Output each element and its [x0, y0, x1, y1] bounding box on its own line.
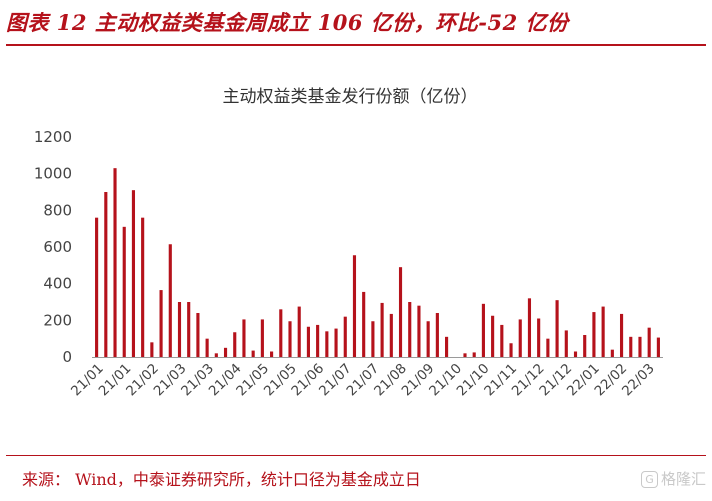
y-axis: 0 200 400 600 800 1000 1200 [34, 128, 72, 366]
y-tick-label: 800 [43, 201, 72, 219]
bar [527, 298, 532, 357]
bar [141, 217, 145, 357]
bar [177, 302, 182, 357]
bar [150, 342, 154, 357]
bar [417, 305, 421, 357]
bar [619, 313, 624, 357]
source-note: 来源： Wind，中泰证券研究所，统计口径为基金成立日 [22, 470, 421, 489]
bar [463, 353, 467, 357]
bar [159, 290, 163, 357]
bar [435, 313, 439, 357]
y-tick-label: 1000 [34, 165, 72, 183]
bar [610, 349, 614, 357]
bar [288, 321, 292, 357]
bar [260, 319, 264, 357]
y-tick-label: 400 [43, 275, 72, 293]
bar [518, 319, 522, 357]
bar [491, 315, 495, 357]
bar [279, 309, 283, 357]
source-rule [6, 455, 706, 456]
bar [371, 321, 375, 357]
bar [573, 351, 578, 357]
bar [537, 318, 541, 357]
bar [316, 324, 320, 357]
bar [647, 327, 651, 357]
bar [638, 336, 642, 357]
bar [389, 313, 393, 357]
bar [251, 350, 255, 357]
bar [205, 338, 209, 357]
x-axis: 21/0121/0121/0221/0321/0321/0421/0521/05… [68, 357, 663, 399]
bar [168, 244, 172, 357]
bar [509, 343, 513, 357]
y-tick-label: 600 [43, 238, 72, 256]
bar [398, 267, 403, 357]
bar [472, 352, 476, 357]
bar [564, 330, 568, 357]
bar [270, 351, 274, 357]
bar [426, 321, 430, 357]
bar [352, 255, 357, 357]
title-rule [6, 44, 706, 46]
watermark-logo-icon: G [640, 471, 658, 488]
bar [95, 217, 99, 357]
bar [223, 347, 228, 357]
bar [297, 306, 301, 357]
chart-title: 主动权益类基金发行份额（亿份） [223, 87, 478, 107]
bar [214, 353, 218, 357]
y-tick-label: 1200 [34, 128, 72, 146]
bar [656, 337, 660, 357]
bar [122, 226, 126, 357]
bar [481, 303, 485, 357]
y-tick-label: 0 [62, 348, 72, 366]
bar [500, 324, 504, 357]
bar [546, 338, 550, 357]
bar [104, 192, 108, 357]
bar-chart: 主动权益类基金发行份额（亿份） 0 200 400 600 800 1000 1200 21… [34, 87, 663, 399]
bar [325, 331, 329, 357]
bar [583, 335, 587, 357]
bar [233, 332, 237, 357]
bar [601, 306, 605, 357]
bar [187, 302, 191, 357]
bar [380, 302, 384, 357]
bar [592, 312, 596, 357]
bar [343, 316, 347, 357]
bar [445, 336, 449, 357]
watermark: G 格隆汇 [640, 468, 706, 489]
bar [555, 300, 559, 357]
bar [334, 328, 338, 357]
y-tick-label: 200 [43, 311, 72, 329]
bar [362, 291, 366, 357]
bar [113, 168, 117, 357]
bar [629, 336, 633, 357]
bar [408, 302, 412, 357]
bar [306, 326, 310, 357]
watermark-text: 格隆汇 [660, 470, 706, 488]
figure-title: 图表 12 主动权益类基金周成立 106 亿份，环比-52 亿份 [6, 10, 569, 35]
bar [131, 190, 136, 357]
bars [95, 168, 660, 357]
bar [196, 313, 200, 357]
bar [242, 319, 246, 357]
